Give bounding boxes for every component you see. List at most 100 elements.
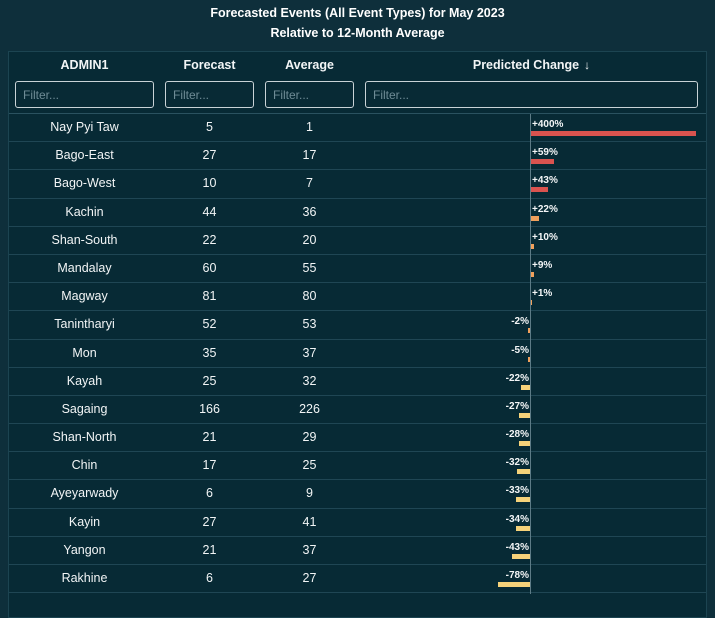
change-label: +10%: [532, 231, 558, 243]
change-bar: [518, 412, 530, 418]
table-row[interactable]: Bago-West 10 7 +43%: [9, 170, 706, 199]
admin1-cell: Kayah: [66, 373, 103, 388]
change-label: -43%: [505, 541, 529, 553]
change-bar: [527, 356, 530, 362]
sort-descending-icon: ↓: [584, 58, 591, 72]
change-bar: [530, 159, 555, 165]
admin1-cell: Shan-South: [51, 232, 118, 247]
forecast-cell: 60: [202, 260, 217, 275]
average-cell: 37: [302, 542, 317, 557]
admin1-cell: Rakhine: [61, 571, 108, 585]
admin1-cell: Kayin: [68, 514, 101, 529]
table-row[interactable]: Kayin 27 41 -34%: [9, 509, 706, 537]
change-bar: [516, 497, 530, 503]
change-label: -2%: [511, 316, 529, 328]
change-label: -78%: [505, 570, 529, 581]
forecast-cell: 81: [202, 289, 217, 304]
change-label: -28%: [505, 429, 529, 441]
admin1-cell: Chin: [71, 458, 98, 473]
table-row[interactable]: Mon 35 37 -5%: [9, 340, 706, 368]
change-label: +9%: [532, 259, 553, 271]
table-row[interactable]: Kachin 44 36 +22%: [9, 199, 706, 227]
average-filter-input[interactable]: [265, 81, 354, 108]
table-row[interactable]: Yangon 21 37 -43%: [9, 537, 706, 565]
average-cell: 41: [302, 514, 317, 529]
forecast-cell: 21: [202, 542, 217, 557]
forecast-cell: 27: [202, 514, 217, 529]
admin1-cell: Sagaing: [61, 401, 108, 416]
admin1-cell: Mandalay: [57, 260, 112, 275]
average-cell: 20: [302, 232, 317, 247]
column-header-admin1-label: ADMIN1: [60, 58, 109, 72]
table-row[interactable]: Kayah 25 32 -22%: [9, 368, 706, 396]
forecast-cell: 27: [202, 148, 217, 163]
admin1-cell: Tanintharyi: [54, 317, 115, 332]
change-label: -27%: [505, 400, 529, 412]
change-filter-input[interactable]: [365, 81, 698, 108]
table-row[interactable]: Nay Pyi Taw 5 1 +400%: [9, 114, 706, 143]
average-cell: 7: [306, 176, 313, 191]
change-label: +1%: [532, 288, 553, 300]
admin1-cell: Mon: [72, 345, 97, 360]
change-label: -32%: [505, 457, 529, 469]
forecast-cell: 6: [206, 571, 213, 585]
change-label: -34%: [505, 513, 529, 525]
change-bar: [516, 469, 530, 475]
average-cell: 55: [302, 260, 317, 275]
forecast-cell: 44: [202, 204, 217, 219]
column-header-change-label: Predicted Change: [472, 58, 580, 72]
chart-title: Forecasted Events (All Event Types) for …: [0, 0, 715, 46]
table-body: Nay Pyi Taw 5 1 +400% Bago-East 27 17 +59% Bago-…: [9, 114, 706, 594]
data-table: ADMIN1 Forecast Average Predicted Change…: [8, 51, 707, 618]
change-bar: [530, 271, 534, 277]
average-cell: 32: [302, 373, 317, 388]
change-label: +43%: [532, 175, 558, 187]
table-row[interactable]: Ayeyarwady 6 9 -33%: [9, 480, 706, 509]
average-cell: 53: [302, 317, 317, 332]
column-header-predicted-change[interactable]: Predicted Change ↓: [365, 52, 698, 80]
change-label: +59%: [532, 147, 558, 159]
change-bar: [518, 441, 530, 447]
change-zero-axis: [530, 114, 531, 594]
admin1-cell: Shan-North: [52, 430, 117, 445]
change-bar: [530, 215, 540, 221]
change-bar: [530, 131, 696, 136]
table-row[interactable]: Chin 17 25 -32%: [9, 452, 706, 481]
average-cell: 29: [302, 430, 317, 445]
column-header-average[interactable]: Average: [265, 52, 354, 80]
table-row[interactable]: Rakhine 6 27 -78%: [9, 565, 706, 594]
table-row[interactable]: Magway 81 80 +1%: [9, 283, 706, 312]
column-header-admin1[interactable]: ADMIN1: [15, 52, 154, 80]
header-divider: [9, 113, 706, 114]
table-row[interactable]: Sagaing 166 226 -27%: [9, 396, 706, 425]
forecast-filter-input[interactable]: [165, 81, 254, 108]
change-bar: [528, 328, 530, 334]
column-header-forecast[interactable]: Forecast: [165, 52, 254, 80]
admin1-cell: Ayeyarwady: [50, 486, 119, 501]
change-label: -5%: [511, 344, 529, 356]
change-bar: [530, 243, 535, 249]
forecast-cell: 6: [206, 486, 213, 501]
average-cell: 27: [302, 571, 317, 585]
forecast-cell: 35: [202, 345, 217, 360]
admin1-filter-input[interactable]: [15, 81, 154, 108]
average-cell: 1: [306, 120, 313, 134]
average-cell: 9: [306, 486, 313, 501]
table-row[interactable]: Mandalay 60 55 +9%: [9, 255, 706, 284]
forecast-cell: 21: [202, 430, 217, 445]
average-cell: 226: [299, 401, 320, 416]
title-line-1: Forecasted Events (All Event Types) for …: [210, 6, 505, 20]
average-cell: 25: [302, 458, 317, 473]
change-bar: [530, 187, 548, 193]
forecast-cell: 17: [202, 458, 217, 473]
table-row[interactable]: Shan-North 21 29 -28%: [9, 424, 706, 453]
table-row[interactable]: Bago-East 27 17 +59%: [9, 142, 706, 171]
change-bar: [516, 525, 530, 531]
admin1-cell: Yangon: [63, 542, 106, 557]
average-cell: 17: [302, 148, 317, 163]
table-row[interactable]: Tanintharyi 52 53 -2%: [9, 311, 706, 340]
average-cell: 36: [302, 204, 317, 219]
column-header-forecast-label: Forecast: [183, 58, 236, 72]
admin1-cell: Bago-West: [53, 176, 116, 191]
table-row[interactable]: Shan-South 22 20 +10%: [9, 227, 706, 255]
